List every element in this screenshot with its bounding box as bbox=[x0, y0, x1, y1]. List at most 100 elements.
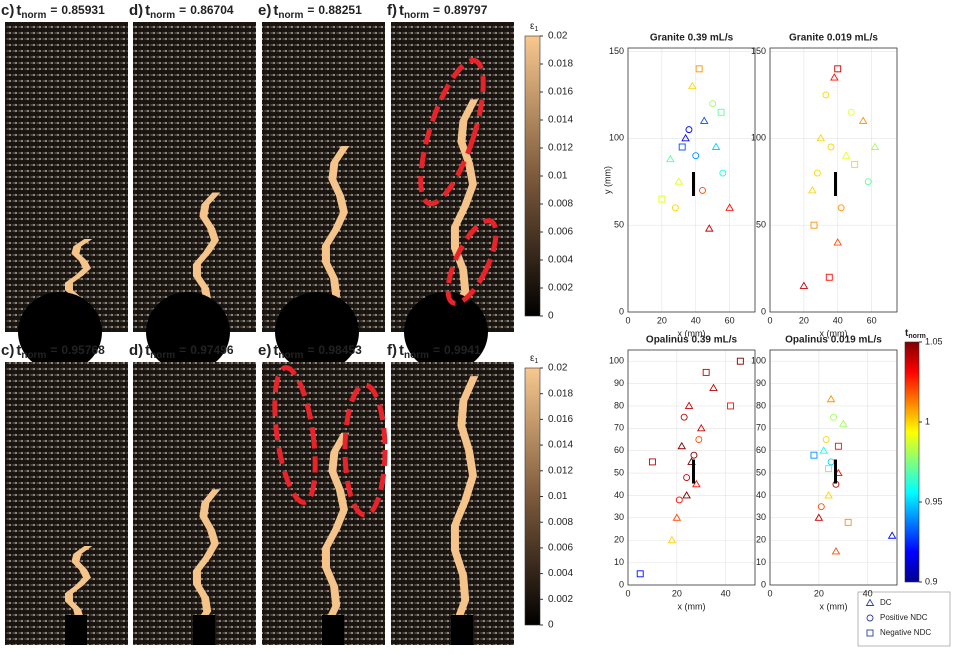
colorbar-subscript: norm bbox=[908, 333, 926, 340]
borehole bbox=[18, 292, 102, 372]
axes-box bbox=[627, 47, 756, 313]
colorbar-label: ε1 bbox=[530, 21, 538, 33]
plot-area bbox=[628, 350, 755, 585]
t-symbol: t bbox=[399, 2, 404, 19]
marker-dc bbox=[711, 142, 721, 150]
colorbar-tick-label: 0.004 bbox=[548, 255, 573, 266]
equals: = bbox=[433, 3, 440, 17]
marker-dc bbox=[674, 177, 684, 185]
y-tick-label: 60 bbox=[614, 445, 624, 455]
image-panel bbox=[5, 22, 128, 332]
fracture bbox=[192, 489, 221, 625]
marker-negative-ndc bbox=[844, 518, 852, 526]
equals: = bbox=[307, 3, 314, 17]
colorbar-tick-label: 1.05 bbox=[925, 336, 943, 346]
x-axis-label: x (mm) bbox=[820, 328, 848, 338]
colorbar-tick-label: 0 bbox=[548, 620, 554, 631]
marker-dc bbox=[684, 401, 694, 409]
marker-negative-ndc bbox=[851, 160, 859, 168]
marker-positive-ndc bbox=[683, 474, 691, 482]
y-tick-label: 80 bbox=[756, 400, 766, 410]
y-tick-label: 50 bbox=[614, 220, 624, 230]
panel-label: f) tnorm = 0.89797 bbox=[387, 2, 488, 21]
chart-title: Opalinus 0.019 mL/s bbox=[785, 335, 882, 346]
marker-positive-ndc bbox=[847, 108, 855, 116]
x-tick-label: 20 bbox=[799, 315, 809, 325]
y-tick-label: 30 bbox=[614, 512, 624, 522]
panel-label: d) tnorm = 0.97496 bbox=[129, 342, 234, 361]
colorbar-subscript: 1 bbox=[534, 358, 538, 365]
y-tick-label: 90 bbox=[614, 378, 624, 388]
marker-negative-ndc bbox=[717, 108, 725, 116]
marker-positive-ndc bbox=[675, 496, 683, 504]
marker-positive-ndc bbox=[692, 152, 700, 160]
y-tick-label: 0 bbox=[619, 306, 624, 316]
x-axis-label: x (mm) bbox=[678, 601, 706, 611]
colorbar-subscript: 1 bbox=[534, 26, 538, 33]
marker-positive-ndc bbox=[822, 436, 830, 443]
time-value: 0.97496 bbox=[190, 343, 234, 357]
equals: = bbox=[179, 3, 186, 17]
axes-box bbox=[769, 349, 898, 586]
colorbar-tick-label: 0.01 bbox=[548, 491, 568, 502]
y-tick-label: 80 bbox=[614, 400, 624, 410]
x-tick-label: 40 bbox=[691, 315, 701, 325]
panel-letter: e) bbox=[258, 2, 271, 19]
marker-dc bbox=[725, 203, 734, 211]
marker-dc bbox=[814, 513, 824, 521]
t-subscript: norm bbox=[404, 350, 429, 361]
x-tick-label: 20 bbox=[672, 588, 682, 598]
t-subscript: norm bbox=[150, 350, 175, 361]
fracture bbox=[192, 192, 221, 312]
panel-letter: f) bbox=[387, 2, 397, 19]
t-symbol: t bbox=[145, 342, 150, 359]
panel-label: d) tnorm = 0.86704 bbox=[129, 2, 234, 21]
marker-negative-ndc bbox=[825, 465, 833, 473]
y-tick-label: 90 bbox=[756, 378, 766, 388]
y-tick-label: 40 bbox=[614, 490, 624, 500]
fracture bbox=[64, 545, 93, 625]
legend-label: Positive NDC bbox=[880, 613, 928, 622]
x-tick-label: 20 bbox=[814, 588, 824, 598]
t-symbol: t bbox=[145, 2, 150, 19]
panel-label: f) tnorm = 0.9941 bbox=[387, 342, 481, 361]
marker-dc bbox=[677, 441, 687, 450]
colorbar-tick-label: 0.018 bbox=[548, 59, 573, 70]
marker-dc bbox=[688, 81, 697, 90]
colorbar-tick-label: 0.95 bbox=[925, 496, 943, 506]
colorbar-tick-label: 0.016 bbox=[548, 87, 573, 98]
plot-area bbox=[770, 48, 897, 312]
plot-area bbox=[628, 48, 755, 312]
image-panel bbox=[262, 362, 385, 645]
marker-dc bbox=[666, 154, 675, 163]
y-tick-label: 70 bbox=[614, 423, 624, 433]
panel-letter: e) bbox=[258, 342, 271, 359]
marker-dc bbox=[824, 491, 833, 499]
y-tick-label: 10 bbox=[614, 557, 624, 567]
marker-dc bbox=[833, 238, 843, 246]
marker-dc bbox=[672, 513, 682, 521]
colorbar-tick-label: 0.01 bbox=[548, 171, 568, 182]
y-tick-label: 100 bbox=[609, 133, 624, 143]
scatter-chart: 0 20 40 0 10 20 30 40 50 60 70 80 90 100 Opalinus 0.01… bbox=[751, 335, 898, 611]
t-symbol: t bbox=[273, 342, 278, 359]
x-tick-label: 20 bbox=[657, 315, 667, 325]
marker-positive-ndc bbox=[837, 204, 845, 212]
colorbar-tick-label: 0.006 bbox=[548, 227, 573, 238]
time-value: 0.98453 bbox=[318, 343, 362, 357]
equals: = bbox=[179, 343, 186, 357]
colorbar-tick-label: 0.002 bbox=[548, 594, 573, 605]
t-symbol: t bbox=[273, 2, 278, 19]
axes-box bbox=[627, 349, 756, 586]
marker-positive-ndc bbox=[822, 91, 830, 99]
equals: = bbox=[307, 343, 314, 357]
t-subscript: norm bbox=[150, 10, 175, 21]
t-subscript: norm bbox=[404, 10, 429, 21]
marker-negative-ndc bbox=[866, 629, 874, 637]
y-tick-label: 50 bbox=[614, 467, 624, 477]
panel-letter: d) bbox=[129, 2, 143, 19]
colorbar-tick-label: 0.008 bbox=[548, 199, 573, 210]
t-symbol: t bbox=[16, 2, 21, 19]
marker-negative-ndc bbox=[648, 458, 656, 466]
x-axis-label: x (mm) bbox=[820, 601, 848, 611]
